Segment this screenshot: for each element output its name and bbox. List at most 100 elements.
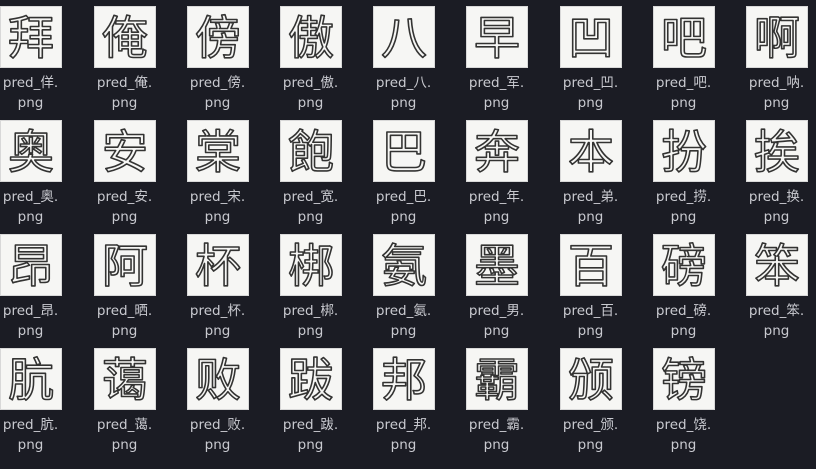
file-name-base: pred_凹.: [562, 75, 619, 91]
image-thumbnail: 八: [372, 6, 435, 68]
file-item[interactable]: 飽 pred_宽. png: [264, 114, 357, 228]
file-name-ext: png: [483, 437, 510, 453]
file-item[interactable]: 早 pred_军. png: [450, 0, 543, 114]
handwritten-glyph: 镑: [661, 353, 707, 407]
file-item[interactable]: 拜 pred_佯. png: [0, 0, 77, 114]
file-name-base: pred_笨.: [748, 303, 805, 319]
file-item[interactable]: 傍 pred_傍. png: [171, 0, 264, 114]
file-name-ext: png: [297, 323, 324, 339]
file-item[interactable]: 墨 pred_男. png: [450, 228, 543, 342]
file-item[interactable]: 镑 pred_饶. png: [637, 342, 730, 456]
file-name-base: pred_宋.: [189, 189, 246, 205]
handwritten-glyph: 蔼: [102, 353, 148, 407]
file-item[interactable]: 跋 pred_跋. png: [264, 342, 357, 456]
file-item[interactable]: 本 pred_弟. png: [544, 114, 637, 228]
file-name-base: pred_百.: [562, 303, 619, 319]
file-name: pred_傲. png: [264, 73, 357, 113]
image-thumbnail: 肮: [0, 348, 62, 410]
file-name-ext: png: [390, 437, 417, 453]
file-item[interactable]: 安 pred_安. png: [78, 114, 171, 228]
file-item[interactable]: 杯 pred_杯. png: [171, 228, 264, 342]
file-name-base: pred_呐.: [748, 75, 805, 91]
file-item[interactable]: 扮 pred_捞. png: [637, 114, 730, 228]
file-name-ext: png: [390, 209, 417, 225]
file-name-base: pred_弟.: [562, 189, 619, 205]
image-thumbnail: 蔼: [93, 348, 156, 410]
handwritten-glyph: 磅: [661, 239, 707, 293]
file-item[interactable]: 败 pred_败. png: [171, 342, 264, 456]
file-name-base: pred_邦.: [375, 417, 432, 433]
image-thumbnail: 啊: [745, 6, 808, 68]
file-item[interactable]: 啊 pred_呐. png: [730, 0, 816, 114]
file-item[interactable]: 百 pred_百. png: [544, 228, 637, 342]
file-item[interactable]: 挨 pred_换. png: [730, 114, 816, 228]
file-item[interactable]: 蔼 pred_蔼.png: [78, 342, 171, 456]
image-thumbnail: 百: [559, 234, 622, 296]
file-item[interactable]: 凹 pred_凹.png: [544, 0, 637, 114]
file-name-base: pred_俺.: [96, 75, 153, 91]
handwritten-glyph: 肮: [8, 353, 54, 407]
file-item[interactable]: 阿 pred_晒. png: [78, 228, 171, 342]
file-item[interactable]: 肮 pred_肮. png: [0, 342, 77, 456]
image-thumbnail: 墨: [465, 234, 528, 296]
image-thumbnail: 拜: [0, 6, 62, 68]
file-name-base: pred_佯.: [2, 75, 59, 91]
handwritten-glyph: 昂: [8, 239, 54, 293]
file-item[interactable]: 傲 pred_傲. png: [264, 0, 357, 114]
file-name-base: pred_宽.: [282, 189, 339, 205]
file-item[interactable]: 霸 pred_霸. png: [450, 342, 543, 456]
image-thumbnail: 俺: [93, 6, 156, 68]
image-thumbnail: 凹: [559, 6, 622, 68]
file-name-ext: png: [111, 437, 138, 453]
file-item[interactable]: 吧 pred_吧. png: [637, 0, 730, 114]
file-name-base: pred_昂.: [2, 303, 59, 319]
file-item[interactable]: 俺 pred_俺. png: [78, 0, 171, 114]
file-item[interactable]: 磅 pred_磅. png: [637, 228, 730, 342]
file-name: pred_八. png: [357, 73, 450, 113]
file-name: pred_宋. png: [171, 187, 264, 227]
image-thumbnail: 早: [465, 6, 528, 68]
file-name: pred_霸. png: [450, 415, 543, 455]
file-name: pred_邦.png: [357, 415, 450, 455]
file-item[interactable]: 颁 pred_颁. png: [544, 342, 637, 456]
file-item[interactable]: 氨 pred_氨.png: [357, 228, 450, 342]
file-name-base: pred_蔼.: [96, 417, 153, 433]
image-thumbnail: 安: [93, 120, 156, 182]
file-item[interactable]: 奔 pred_年. png: [450, 114, 543, 228]
file-name-base: pred_巴.: [375, 189, 432, 205]
image-thumbnail: 磅: [652, 234, 715, 296]
file-name-ext: png: [111, 323, 138, 339]
file-name-ext: png: [390, 323, 417, 339]
file-name: pred_昂.png: [0, 301, 77, 341]
file-item[interactable]: 八 pred_八. png: [357, 0, 450, 114]
file-name: pred_杯. png: [171, 301, 264, 341]
file-name: pred_军. png: [450, 73, 543, 113]
image-thumbnail: 傍: [186, 6, 249, 68]
image-thumbnail: 氨: [372, 234, 435, 296]
file-name-ext: png: [297, 209, 324, 225]
file-name: pred_呐. png: [730, 73, 816, 113]
image-thumbnail: 跋: [279, 348, 342, 410]
file-item[interactable]: 奥 pred_奥. png: [0, 114, 77, 228]
handwritten-glyph: 败: [195, 353, 241, 407]
file-name-ext: png: [577, 95, 604, 111]
file-name-ext: png: [17, 323, 44, 339]
image-thumbnail: 镑: [652, 348, 715, 410]
file-name: pred_巴.png: [357, 187, 450, 227]
handwritten-glyph: 凹: [568, 11, 614, 65]
file-item[interactable]: 巴 pred_巴. png: [357, 114, 450, 228]
handwritten-glyph: 俺: [102, 11, 148, 65]
image-thumbnail: 棠: [186, 120, 249, 182]
file-name: pred_傍. png: [171, 73, 264, 113]
file-name: pred_宽.png: [264, 187, 357, 227]
file-item[interactable]: 昂 pred_昂.png: [0, 228, 77, 342]
file-name: pred_跋. png: [264, 415, 357, 455]
file-item[interactable]: 笨 pred_笨. png: [730, 228, 816, 342]
file-name-base: pred_氨.: [375, 303, 432, 319]
file-item[interactable]: 棠 pred_宋. png: [171, 114, 264, 228]
file-item[interactable]: 梆 pred_梆. png: [264, 228, 357, 342]
handwritten-glyph: 奥: [8, 125, 54, 179]
file-item[interactable]: 邦 pred_邦. png: [357, 342, 450, 456]
image-thumbnail: 傲: [279, 6, 342, 68]
